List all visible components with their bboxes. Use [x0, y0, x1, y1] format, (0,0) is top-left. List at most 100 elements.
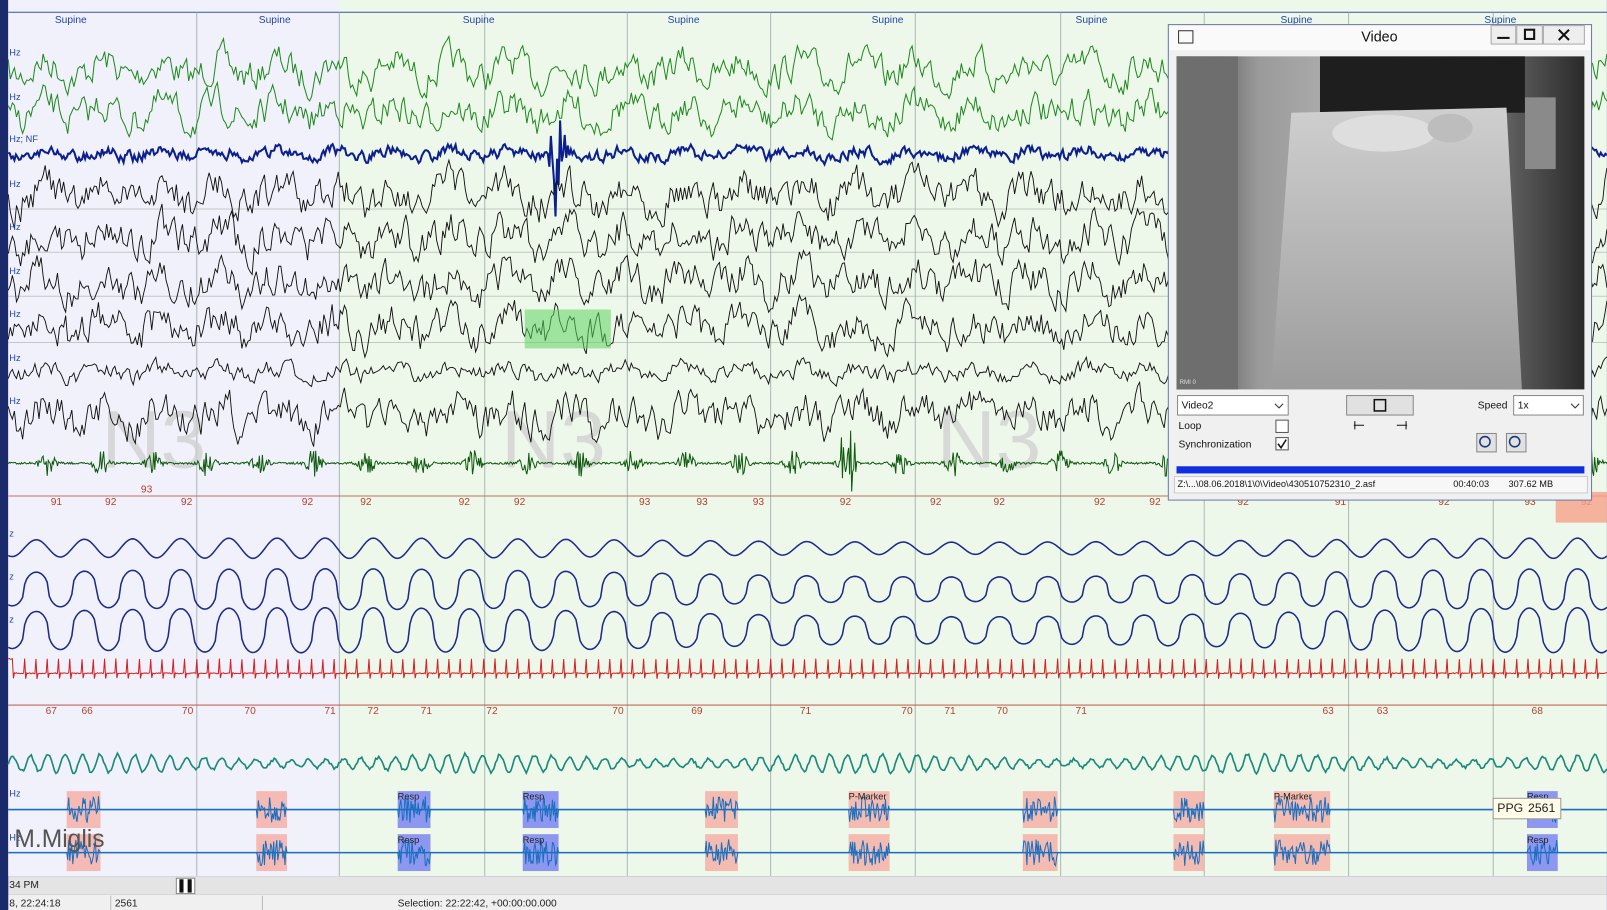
timeline-bar — [8, 876, 1607, 894]
selection-highlight — [525, 309, 611, 348]
sync-label: Synchronization — [1179, 439, 1252, 450]
position-label: Supine — [55, 15, 87, 26]
position-label: Supine — [668, 15, 700, 26]
spo2-label: 92 — [840, 497, 852, 508]
sync-checkbox[interactable] — [1276, 438, 1288, 450]
status-value: 2561 — [115, 899, 138, 910]
spo2-label: 92 — [1149, 497, 1161, 508]
spo2-label: 93 — [753, 497, 765, 508]
spo2-label: 93 — [141, 485, 153, 496]
tooltip-value: 2561 — [1528, 801, 1555, 815]
heart-rate-label: 70 — [612, 706, 624, 717]
head — [1428, 114, 1473, 143]
video-duration: 00:40:03 — [1453, 479, 1489, 489]
heart-rate-label: 66 — [81, 706, 93, 717]
heart-rate-label: 68 — [1532, 706, 1544, 717]
tooltip: PPG 2561 — [1493, 798, 1561, 818]
heart-rate-label: 71 — [1076, 706, 1088, 717]
thumb-grip — [188, 879, 192, 892]
event-label: Resp — [398, 835, 420, 845]
spo2-label: 92 — [514, 497, 526, 508]
window-title: Video — [1361, 30, 1397, 46]
spo2-label: 93 — [696, 497, 708, 508]
spo2-label: 93 — [639, 497, 651, 508]
curtain — [1177, 56, 1238, 389]
loop-label: Loop — [1179, 421, 1202, 432]
channel-unit: Hz — [9, 396, 21, 406]
channel-unit: z — [9, 614, 14, 624]
heart-rate-label: 70 — [182, 706, 194, 717]
thumb-grip — [179, 879, 183, 892]
channel-unit: Hz — [9, 92, 21, 102]
timeline: 34 PM — [8, 876, 1607, 894]
event-label: Resp — [523, 835, 545, 845]
psg-viewer: N3 N3 N3 Supine Supine Supine Supine Supine Sup… — [0, 0, 1607, 910]
heart-rate-label: 71 — [324, 706, 336, 717]
timeline-time: 34 PM — [9, 880, 39, 891]
file-size: 307.62 MB — [1509, 479, 1554, 489]
heart-rate-label: 70 — [997, 706, 1009, 717]
channel-unit: Hz — [9, 266, 21, 276]
sleep-stage: N3 — [937, 394, 1042, 485]
maximize-button[interactable] — [1517, 26, 1543, 44]
page: N3 N3 N3 Supine Supine Supine Supine Supine Sup… — [0, 0, 1607, 910]
watermark: M.Miglis — [14, 826, 104, 853]
spo2-label: 92 — [181, 497, 193, 508]
position-label: Supine — [259, 15, 291, 26]
channel-unit: Hz — [9, 789, 21, 799]
channel-unit: Hz — [9, 179, 21, 189]
channel-unit: Hz — [9, 309, 21, 319]
position-label: Supine — [1076, 15, 1108, 26]
spo2-label: 92 — [459, 497, 471, 508]
heart-rate-label: 72 — [486, 706, 498, 717]
heart-rate-label: 63 — [1322, 706, 1334, 717]
heart-rate-label: 63 — [1377, 706, 1389, 717]
channel-unit: Hz — [9, 48, 21, 58]
heart-rate-label: 67 — [46, 706, 58, 717]
spo2-label: 92 — [930, 497, 942, 508]
event-label: P-Marker — [1274, 792, 1312, 802]
heart-rate-label: 72 — [367, 706, 379, 717]
headboard — [1320, 56, 1525, 112]
spo2-label: 92 — [302, 497, 314, 508]
minimize-button[interactable] — [1491, 26, 1516, 44]
channel-unit: z — [9, 528, 14, 538]
tooltip-channel: PPG — [1497, 801, 1523, 815]
channel-unit: z — [9, 571, 14, 581]
status-background — [8, 895, 1607, 910]
sleep-stage: N3 — [101, 394, 206, 485]
status-timestamp: 8, 22:24:18 — [9, 899, 61, 910]
channel-unit: Hz — [9, 353, 21, 363]
loop-checkbox[interactable] — [1276, 420, 1288, 432]
speed-value: 1x — [1518, 401, 1529, 412]
spo2-label: 92 — [994, 497, 1006, 508]
status-selection: Selection: 22:22:42, +00:00:00.000 — [398, 899, 557, 910]
equipment — [1525, 97, 1556, 169]
channel-unit: Hz; NF — [9, 134, 38, 144]
stop-button[interactable] — [1347, 396, 1414, 415]
event-label: Resp — [398, 792, 420, 802]
position-label: Supine — [463, 15, 495, 26]
heart-rate-label: 71 — [800, 706, 812, 717]
video-overlay: RMI 0 — [1180, 379, 1197, 386]
spo2-label: 91 — [51, 497, 63, 508]
status-bar: 8, 22:24:18 2561 Selection: 22:22:42, +0… — [8, 895, 1607, 910]
heart-rate-label: 69 — [691, 706, 703, 717]
channel-unit: Hz — [9, 222, 21, 232]
heart-rate-label: 70 — [901, 706, 913, 717]
position-label: Supine — [872, 15, 904, 26]
spo2-label: 92 — [1094, 497, 1106, 508]
video-window: Video RMI 0 Video2 Loop Synchronization — [1168, 25, 1591, 500]
event-label: P-Marker — [849, 792, 887, 802]
event-label: Resp — [1527, 835, 1549, 845]
heart-rate-label: 71 — [421, 706, 433, 717]
file-path: Z:\...\08.06.2018\1\0\Video\430510752310… — [1178, 479, 1376, 489]
timeline-thumb[interactable] — [176, 878, 194, 893]
source-value: Video2 — [1182, 401, 1214, 412]
sleep-stage: N3 — [501, 394, 606, 485]
spo2-label: 92 — [105, 497, 117, 508]
heart-rate-label: 70 — [244, 706, 256, 717]
speed-label: Speed — [1478, 401, 1508, 412]
pillow — [1332, 115, 1434, 152]
progress-bar[interactable] — [1177, 466, 1585, 473]
